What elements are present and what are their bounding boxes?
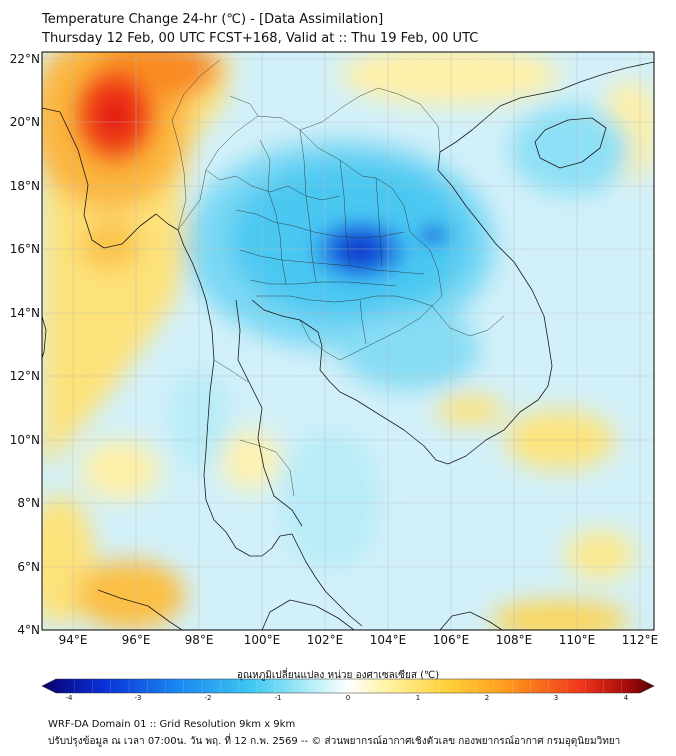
colorbar-tick-2: 2 (484, 694, 490, 702)
title-line-2: Thursday 12 Feb, 00 UTC FCST+168, Valid … (42, 31, 479, 46)
colorbar-tick-1: 1 (415, 694, 421, 702)
lon-label-94e: 94°E (58, 633, 88, 647)
lon-label-106e: 106°E (432, 633, 470, 647)
lon-label-108e: 108°E (495, 633, 533, 647)
lat-label-14n: 14°N (9, 306, 40, 320)
lat-label-6n: 6°N (17, 560, 40, 574)
province-borders (171, 59, 505, 497)
title-line-1: Temperature Change 24-hr (℃) - [Data Ass… (42, 12, 384, 27)
lon-label-112e: 112°E (621, 633, 659, 647)
lat-label-20n: 20°N (9, 115, 40, 129)
graticule (42, 52, 654, 630)
lon-label-100e: 100°E (243, 633, 281, 647)
lat-label-4n: 4°N (17, 623, 40, 637)
colorbar-tick-0: 0 (345, 694, 351, 702)
lon-label-104e: 104°E (369, 633, 407, 647)
lat-label-8n: 8°N (17, 496, 40, 510)
lat-label-12n: 12°N (9, 369, 40, 383)
colorbar-tick-m3: -3 (134, 694, 142, 702)
lat-label-18n: 18°N (9, 179, 40, 193)
colorbar (41, 678, 655, 694)
colorbar-tick-m1: -1 (274, 694, 282, 702)
map-frame (41, 51, 655, 631)
colorbar-tick-m2: -2 (204, 694, 212, 702)
footer-credit: ปรับปรุงข้อมูล ณ เวลา 07:00น. วัน พฤ. ที… (48, 736, 621, 747)
colorbar-tick-3: 3 (553, 694, 559, 702)
lat-label-22n: 22°N (9, 52, 40, 66)
lat-label-16n: 16°N (9, 242, 40, 256)
lon-label-110e: 110°E (558, 633, 596, 647)
colorbar-bar (41, 678, 655, 694)
lon-label-96e: 96°E (121, 633, 151, 647)
lon-label-102e: 102°E (306, 633, 344, 647)
footer-domain-info: WRF-DA Domain 01 :: Grid Resolution 9km … (48, 719, 296, 730)
colorbar-tick-4: 4 (623, 694, 629, 702)
coastlines (42, 61, 654, 630)
lat-label-10n: 10°N (9, 433, 40, 447)
lon-label-98e: 98°E (184, 633, 214, 647)
colorbar-tick-m4: -4 (65, 694, 73, 702)
colorbar-title: อุณหภูมิเปลี่ยนแปลง หน่วย องศาเซลเซียส (… (236, 670, 440, 681)
